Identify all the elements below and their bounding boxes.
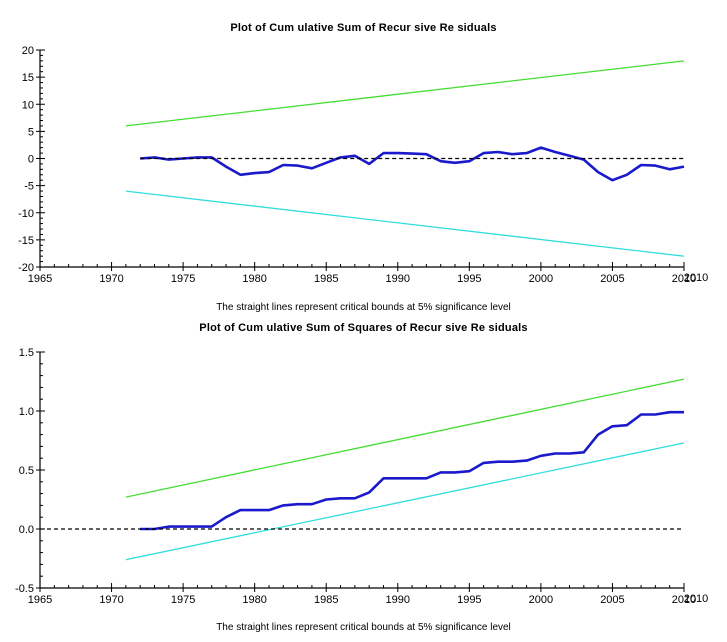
chart1-y-tick-label: -15 bbox=[18, 235, 34, 247]
chart1-title: Plot of Cum ulative Sum of Recur sive Re… bbox=[230, 22, 497, 34]
chart2-y-tick-label: 0.5 bbox=[19, 465, 34, 477]
chart1-lower-bound-line bbox=[125, 190, 685, 257]
chart2-x-tick-label: 1985 bbox=[314, 594, 338, 606]
chart2-lower-bound-line bbox=[125, 442, 685, 561]
chart2-y-tick-label: 1.5 bbox=[19, 347, 34, 359]
chart2-x-tick-label: 2010 bbox=[672, 594, 696, 606]
chart1-y-tick-label: 0 bbox=[28, 154, 34, 166]
chart1-x-tick-label-extra: 2010 bbox=[684, 272, 708, 284]
chart2-y-tick-label: 1.0 bbox=[19, 406, 34, 418]
chart2-x-tick-label: 2005 bbox=[600, 594, 624, 606]
chart1-x-tick-label: 1990 bbox=[386, 273, 410, 285]
chart1-x-tick-label: 1985 bbox=[314, 273, 338, 285]
chart1-y-tick-label: 5 bbox=[28, 126, 34, 138]
chart1-x-tick-label: 1980 bbox=[242, 273, 266, 285]
chart2-x-tick-label: 1980 bbox=[242, 594, 266, 606]
chart1-plot: -20 -15 -10 -5 0 5 10 15 20 1965 1970 1975 1980 1985 1… bbox=[18, 45, 708, 285]
chart2-x-tick-label: 1990 bbox=[386, 594, 410, 606]
chart1-x-tick-label: 2010 bbox=[672, 273, 696, 285]
chart2-upper-bound-line bbox=[125, 378, 685, 498]
chart2-x-tick-label-extra: 2010 bbox=[684, 593, 708, 605]
chart2-bounds-note: The straight lines represent critical bo… bbox=[216, 622, 511, 633]
chart2-title: Plot of Cum ulative Sum of Squares of Re… bbox=[199, 322, 528, 334]
chart2-x-tick-label: 1975 bbox=[171, 594, 195, 606]
chart1-y-tick-label: 15 bbox=[22, 72, 34, 84]
chart1-x-tick-label: 1995 bbox=[457, 273, 481, 285]
chart2-plot: -0.5 0.0 0.5 1.0 1.5 1965 1970 1975 1980 1985 1990… bbox=[15, 347, 708, 606]
chart2-x-tick-label: 1965 bbox=[28, 594, 52, 606]
chart1-x-tick-label: 1970 bbox=[99, 273, 123, 285]
chart2-y-tick-label: 0.0 bbox=[19, 524, 34, 536]
chart1-y-tick-label: 20 bbox=[22, 45, 34, 57]
chart2-y-tick-label: -0.5 bbox=[15, 583, 34, 595]
chart1-x-tick-label: 2005 bbox=[600, 273, 624, 285]
chart1-x-tick-label: 1975 bbox=[171, 273, 195, 285]
chart1-y-tick-label: -10 bbox=[18, 208, 34, 220]
chart1-upper-bound-line bbox=[125, 60, 685, 127]
chart1-statistic-line bbox=[140, 146, 685, 182]
chart1-y-tick-label: -5 bbox=[24, 181, 34, 193]
chart1-x-tick-label: 2000 bbox=[529, 273, 553, 285]
chart1-y-tick-label: 10 bbox=[22, 99, 34, 111]
chart1-x-tick-label: 1965 bbox=[28, 273, 52, 285]
chart1-bounds-note: The straight lines represent critical bo… bbox=[216, 302, 511, 313]
chart2-x-tick-label: 1970 bbox=[99, 594, 123, 606]
chart2-x-tick-label: 1995 bbox=[457, 594, 481, 606]
chart1-y-tick-label: -20 bbox=[18, 262, 34, 274]
chart2-statistic-line bbox=[140, 410, 684, 531]
chart2-x-tick-label: 2000 bbox=[529, 594, 553, 606]
